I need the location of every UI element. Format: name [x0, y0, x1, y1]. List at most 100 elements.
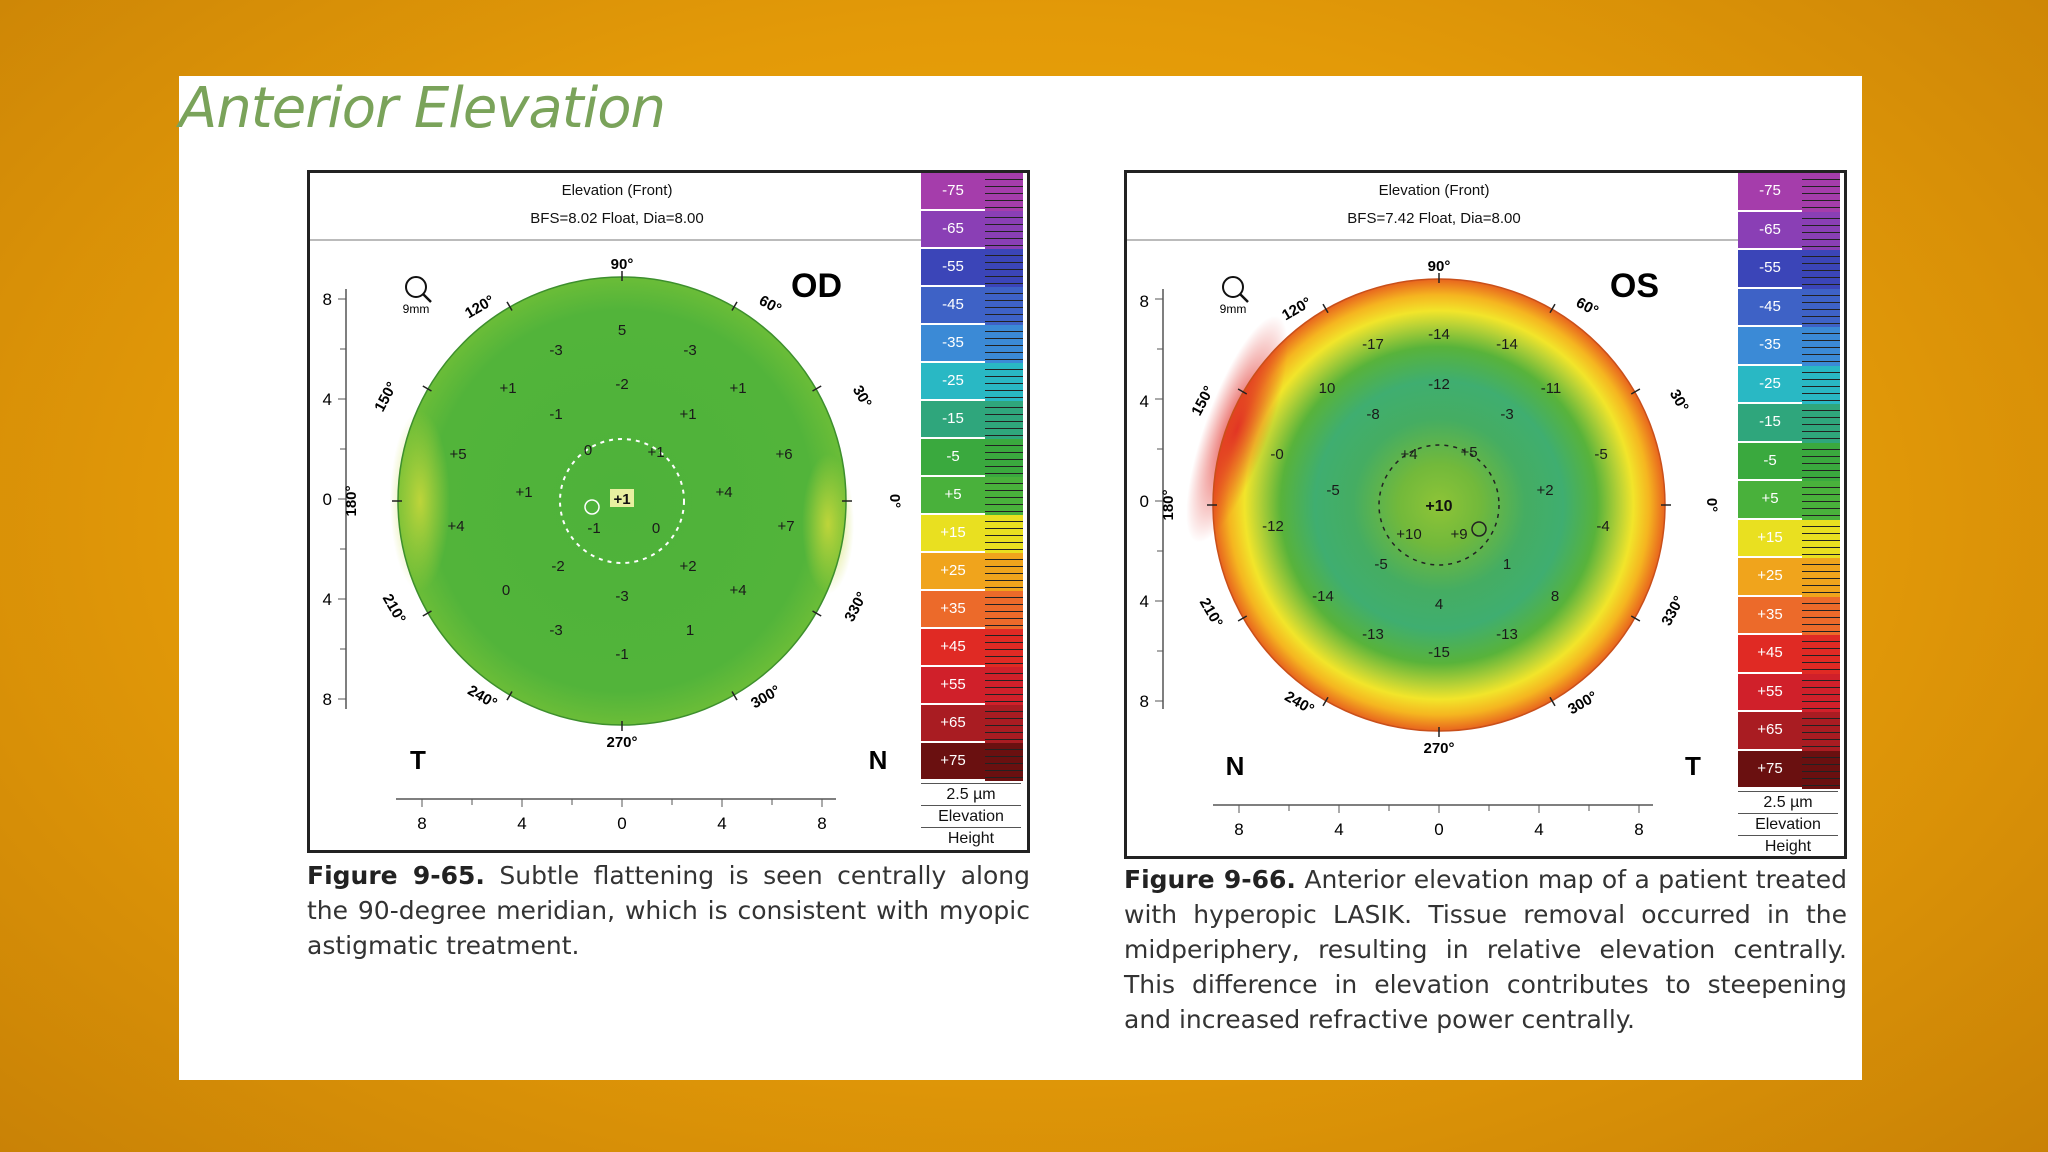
y-tick: 4 [1140, 592, 1149, 611]
scale-bar-segment [1802, 558, 1840, 597]
elevation-value: -14 [1428, 326, 1450, 343]
elevation-value: 5 [618, 322, 626, 339]
elevation-disc [1213, 279, 1665, 731]
elevation-value: -14 [1496, 336, 1518, 353]
map-bfs: BFS=7.42 Float, Dia=8.00 [1347, 210, 1521, 227]
y-tick: 8 [323, 690, 332, 709]
side-label-left: N [1226, 751, 1245, 781]
elevation-value: 0 [652, 520, 660, 537]
meridian-tick [812, 385, 822, 392]
scale-swatch: +55 [1738, 673, 1802, 710]
elevation-value: -11 [1541, 380, 1562, 397]
elevation-value: -12 [1428, 376, 1450, 393]
x-tick: 8 [817, 814, 826, 833]
elevation-value: -1 [587, 520, 600, 537]
scale-swatch: -25 [1738, 365, 1802, 402]
y-tick: 0 [323, 490, 332, 509]
scale-swatch: -65 [921, 211, 985, 247]
angle-label: 330° [841, 589, 871, 624]
elevation-value: 1 [1503, 556, 1511, 573]
angle-label: 60° [1573, 294, 1601, 320]
scale-swatch: -55 [1738, 250, 1802, 287]
scale-bar-segment [985, 401, 1023, 439]
elevation-value: 10 [1319, 380, 1336, 397]
scale-swatch: -25 [921, 363, 985, 399]
pupil-center-marker [1471, 521, 1487, 537]
zoom-icon[interactable] [1222, 276, 1249, 303]
caption-text: Anterior elevation map of a patient trea… [1124, 865, 1847, 1034]
scale-swatch: +25 [921, 553, 985, 589]
scale-bar-segment [1802, 635, 1840, 674]
scale-bar-segment [1802, 519, 1840, 558]
elevation-value: +4 [715, 484, 732, 501]
zoom-icon[interactable] [405, 276, 432, 303]
scale-footer-text: 2.5 µm [921, 783, 1021, 806]
scale-footer-text: Height [1738, 835, 1838, 856]
scale-swatch: -75 [1738, 173, 1802, 210]
scale-swatch: +5 [1738, 481, 1802, 518]
scale-bar-segment [985, 553, 1023, 591]
scale-bar-segment [985, 325, 1023, 363]
map-title: Elevation (Front) [1378, 182, 1490, 199]
meridian-tick [1237, 615, 1248, 622]
center-value: +10 [1425, 498, 1452, 515]
scale-swatch: -35 [1738, 327, 1802, 364]
angle-label: 180° [343, 485, 360, 516]
meridian-tick [422, 385, 432, 392]
scale-swatch: -65 [1738, 211, 1802, 248]
elevation-value: +9 [1450, 526, 1467, 543]
elevation-value: 4 [1435, 596, 1443, 613]
scale-bar-segment [1802, 712, 1840, 751]
elevation-value: +4 [1400, 446, 1417, 463]
meridian-tick [1549, 696, 1556, 707]
scale-bar-segment [985, 743, 1023, 781]
map-header: Elevation (Front) BFS=7.42 Float, Dia=8.… [1127, 173, 1741, 241]
pupil-outline [559, 438, 685, 564]
angle-label: 240° [465, 682, 500, 712]
figure-caption-right: Figure 9-66. Anterior elevation map of a… [1124, 862, 1847, 1037]
angle-label: 150° [371, 379, 401, 414]
elevation-value: 0 [502, 582, 510, 599]
scale-footer-text: Elevation [921, 805, 1021, 828]
meridian-tick [422, 610, 432, 617]
eye-label: OD [791, 267, 842, 305]
topography-map: 8 4 0 4 8 8 4 0 4 8 [1140, 258, 1720, 839]
scale-bar-segment [985, 477, 1023, 515]
angle-label: 210° [379, 591, 409, 626]
topography-map: 8 4 0 4 8 8 4 0 4 8 [323, 256, 903, 833]
scale-bar-segment [985, 363, 1023, 401]
x-tick: 4 [517, 814, 526, 833]
angle-label: 270° [1423, 740, 1454, 757]
scale-swatch: -55 [921, 249, 985, 285]
scale-swatch: +35 [921, 591, 985, 627]
map-title: Elevation (Front) [561, 182, 673, 199]
y-tick: 8 [323, 290, 332, 309]
x-tick: 4 [717, 814, 726, 833]
scale-bar-segment [1802, 404, 1840, 443]
meridian-tick [812, 610, 822, 617]
elevation-value: -2 [551, 558, 564, 575]
slide: Anterior Elevation Elevation (Front) BFS… [179, 76, 1862, 1080]
y-tick: 8 [1140, 292, 1149, 311]
scale-swatch: -45 [921, 287, 985, 323]
scale-footer-text: Height [921, 827, 1021, 850]
elevation-value: 8 [1551, 588, 1559, 605]
figure-label: Figure 9-66. [1124, 865, 1296, 894]
elevation-value: +4 [729, 582, 746, 599]
scale-bar-segment [985, 515, 1023, 553]
elevation-value: -5 [1594, 446, 1607, 463]
elevation-value: +5 [1460, 444, 1477, 461]
scale-swatch: -5 [921, 439, 985, 475]
scale-bar-segment [985, 667, 1023, 705]
y-tick: 0 [1140, 492, 1149, 511]
angle-label: 0° [1703, 498, 1720, 512]
pupil-outline [1378, 444, 1500, 566]
elevation-value: -5 [1326, 482, 1339, 499]
meridian-tick [731, 301, 738, 311]
scale-swatch: +25 [1738, 558, 1802, 595]
elevation-value: -1 [549, 406, 562, 423]
meridian-tick [1630, 388, 1641, 395]
figure-caption-left: Figure 9-65. Subtle flattening is seen c… [307, 858, 1030, 963]
angle-label: 180° [1160, 489, 1177, 520]
x-tick: 4 [1534, 820, 1543, 839]
